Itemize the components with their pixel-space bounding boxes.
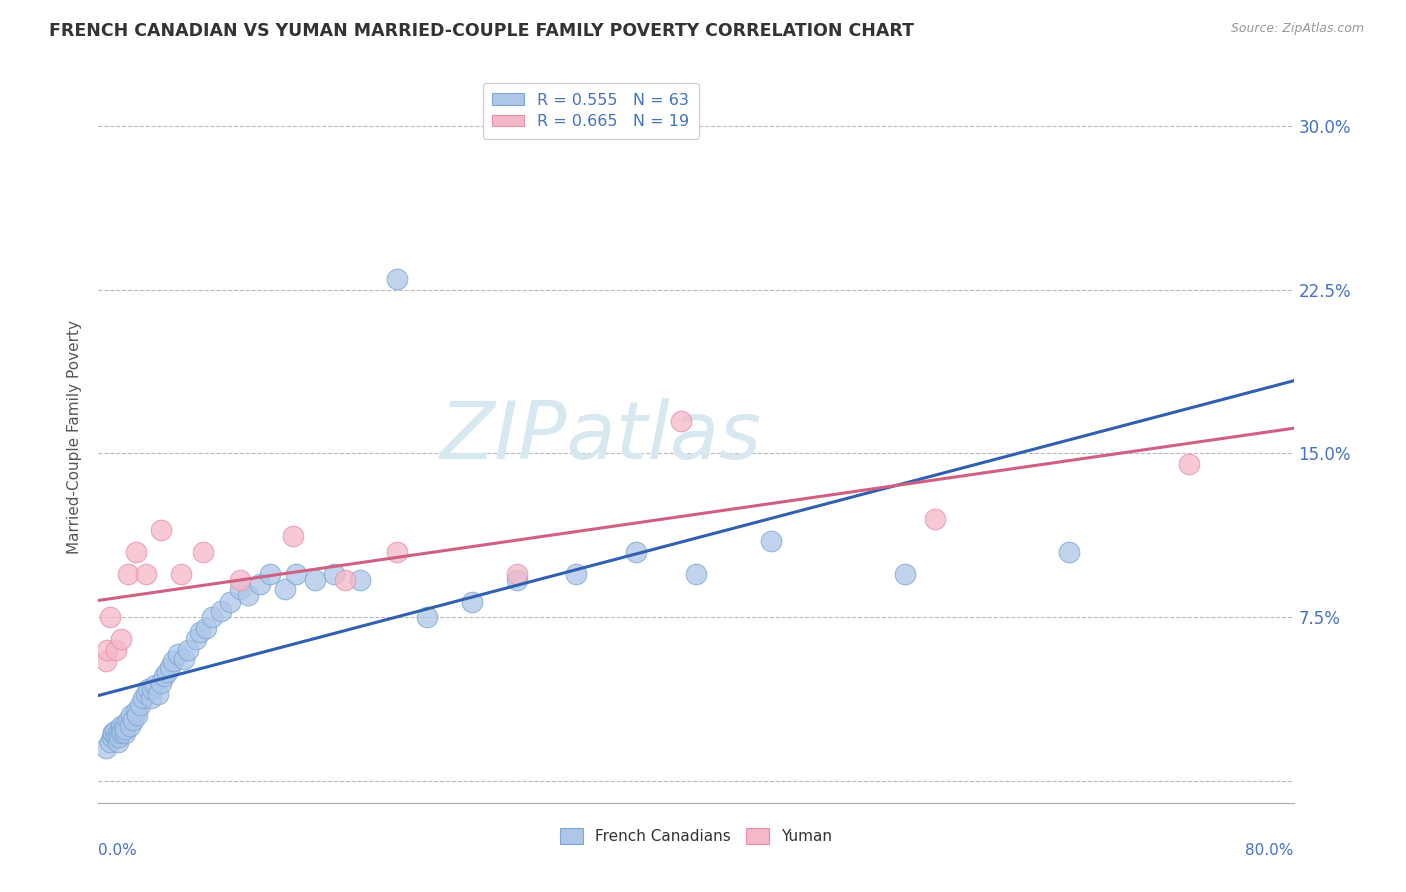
Point: [506, 566, 529, 581]
Point: [148, 687, 170, 701]
Point: [506, 573, 529, 587]
Point: [685, 566, 707, 581]
Point: [125, 545, 148, 559]
Point: [323, 566, 346, 581]
Point: [173, 651, 195, 665]
Text: FRENCH CANADIAN VS YUMAN MARRIED-COUPLE FAMILY POVERTY CORRELATION CHART: FRENCH CANADIAN VS YUMAN MARRIED-COUPLE …: [49, 22, 914, 40]
Point: [284, 566, 307, 581]
Point: [201, 610, 224, 624]
Point: [127, 708, 149, 723]
Point: [98, 734, 122, 748]
Point: [229, 573, 252, 587]
Point: [98, 610, 122, 624]
Point: [219, 595, 242, 609]
Point: [96, 643, 118, 657]
Point: [150, 523, 173, 537]
Point: [129, 698, 152, 712]
Point: [107, 726, 129, 740]
Point: [110, 632, 132, 646]
Point: [103, 726, 125, 740]
Point: [159, 660, 181, 674]
Point: [229, 582, 252, 596]
Point: [894, 566, 917, 581]
Point: [626, 545, 648, 559]
Point: [236, 588, 259, 602]
Point: [1178, 458, 1201, 472]
Point: [117, 566, 139, 581]
Point: [107, 734, 129, 748]
Point: [188, 625, 211, 640]
Point: [104, 723, 127, 738]
Text: Source: ZipAtlas.com: Source: ZipAtlas.com: [1230, 22, 1364, 36]
Point: [143, 678, 166, 692]
Point: [156, 665, 179, 679]
Point: [105, 643, 128, 657]
Point: [120, 708, 142, 723]
Point: [105, 731, 128, 745]
Point: [209, 604, 232, 618]
Point: [259, 566, 281, 581]
Point: [195, 621, 218, 635]
Point: [114, 726, 136, 740]
Point: [94, 654, 117, 668]
Point: [249, 577, 271, 591]
Point: [135, 566, 157, 581]
Point: [461, 595, 484, 609]
Point: [118, 719, 141, 733]
Point: [132, 691, 155, 706]
Point: [565, 566, 588, 581]
Point: [135, 687, 157, 701]
Text: 0.0%: 0.0%: [98, 843, 138, 858]
Legend: French Canadians, Yuman: French Canadians, Yuman: [554, 822, 838, 850]
Point: [112, 719, 135, 733]
Point: [759, 533, 782, 548]
Text: 80.0%: 80.0%: [1246, 843, 1294, 858]
Point: [141, 682, 163, 697]
Point: [274, 582, 297, 596]
Point: [281, 529, 304, 543]
Point: [121, 713, 143, 727]
Point: [349, 573, 371, 587]
Point: [177, 643, 200, 657]
Point: [101, 731, 124, 745]
Point: [385, 545, 409, 559]
Point: [304, 573, 326, 587]
Point: [111, 723, 134, 738]
Point: [153, 669, 176, 683]
Point: [110, 726, 132, 740]
Point: [166, 648, 188, 662]
Point: [114, 722, 136, 736]
Text: ZIPatlas: ZIPatlas: [439, 398, 762, 476]
Point: [385, 272, 409, 286]
Point: [416, 610, 439, 624]
Point: [94, 741, 117, 756]
Point: [162, 654, 184, 668]
Point: [669, 414, 692, 428]
Point: [184, 632, 207, 646]
Point: [924, 512, 946, 526]
Point: [1059, 545, 1081, 559]
Point: [136, 682, 159, 697]
Point: [108, 731, 131, 745]
Point: [110, 719, 132, 733]
Point: [117, 713, 139, 727]
Point: [150, 675, 173, 690]
Point: [333, 573, 356, 587]
Point: [191, 545, 214, 559]
Point: [139, 691, 162, 706]
Point: [125, 704, 148, 718]
Y-axis label: Married-Couple Family Poverty: Married-Couple Family Poverty: [67, 320, 83, 554]
Point: [103, 726, 125, 740]
Point: [169, 566, 191, 581]
